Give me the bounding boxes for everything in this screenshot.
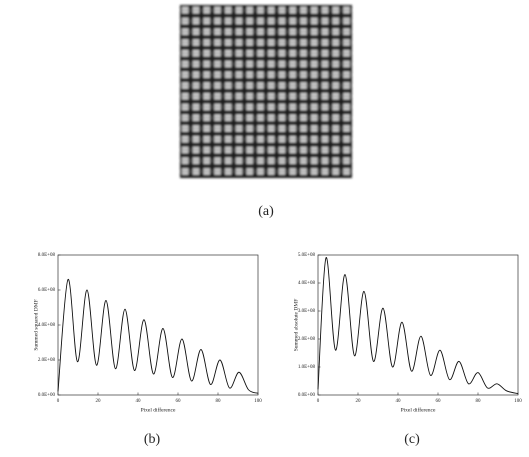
y-tick-label: 5.0E+08 [298, 253, 316, 258]
y-tick-label: 0.0E+00 [38, 393, 56, 398]
x-tick-label: 20 [356, 399, 362, 404]
x-tick-label: 80 [476, 399, 482, 404]
y-tick-label: 4.0E+08 [298, 281, 316, 286]
x-axis-title: Pixel difference [141, 406, 176, 413]
plot-frame [58, 255, 258, 395]
data-line [58, 279, 258, 393]
x-tick-label: 80 [216, 399, 222, 404]
x-tick-label: 0 [57, 399, 60, 404]
figure: (a) 0.0E+00 2.0E+08 4.0E+08 6.0E+08 8.0E+08 0… [0, 0, 529, 457]
y-tick-label: 1.0E+08 [298, 365, 316, 370]
x-tick-label: 60 [436, 399, 442, 404]
x-tick-label: 60 [176, 399, 182, 404]
data-line [318, 257, 518, 393]
x-tick-label: 100 [514, 399, 522, 404]
page: {"image": {"caption": "(a)"}, "chart_dat… [0, 0, 529, 457]
y-tick-label: 0.0E+00 [298, 393, 316, 398]
y-axis-title: Summed squared DMF [33, 299, 39, 350]
x-tick-label: 20 [96, 399, 102, 404]
y-tick-label: 3.0E+08 [298, 309, 316, 314]
y-tick-label: 6.0E+08 [38, 288, 56, 293]
x-tick-label: 100 [254, 399, 262, 404]
x-tick-label: 40 [136, 399, 142, 404]
x-axis-title: Pixel difference [401, 406, 436, 413]
y-tick-label: 2.0E+08 [38, 358, 56, 363]
caption: (c) [404, 432, 420, 447]
plot-frame [318, 255, 518, 395]
y-tick-label: 2.0E+08 [298, 337, 316, 342]
caption: (b) [144, 432, 161, 447]
caption: (a) [258, 204, 274, 219]
y-axis-title: Summed absolute DMF [293, 299, 299, 352]
x-tick-label: 0 [317, 399, 320, 404]
y-tick-label: 8.0E+08 [38, 253, 56, 258]
y-tick-label: 4.0E+08 [38, 323, 56, 328]
checkerboard-image [180, 5, 352, 178]
x-tick-label: 40 [396, 399, 402, 404]
